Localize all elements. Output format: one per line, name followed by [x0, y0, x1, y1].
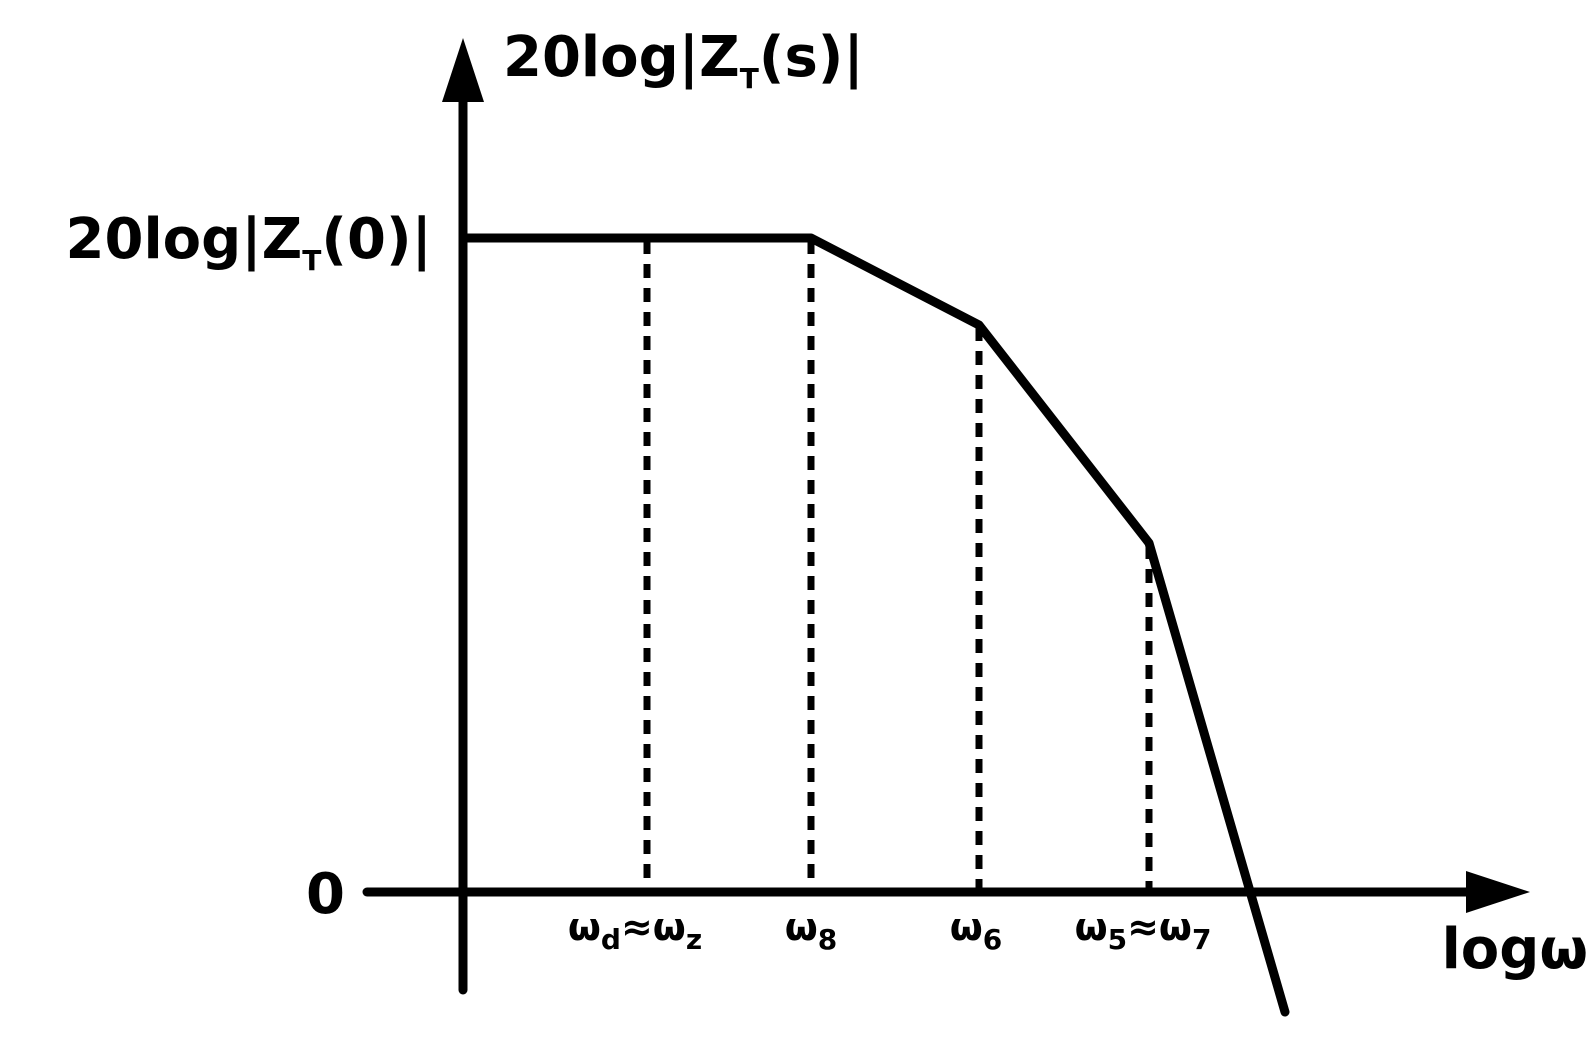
- freq-label-w5-w7: ω5≈ω7: [1075, 905, 1212, 956]
- y-axis-arrowhead: [442, 38, 484, 102]
- freq-label-wd-wz: ωd≈ωz: [568, 905, 702, 956]
- x-axis-label: logω: [1442, 917, 1588, 982]
- freq-label-w6: ω6: [950, 905, 1003, 956]
- freq-label-w8: ω8: [785, 905, 838, 956]
- dc-level-label: 20log|ZT(0)|: [66, 207, 432, 277]
- zero-label: 0: [306, 862, 345, 927]
- x-axis-arrowhead: [1466, 871, 1530, 913]
- y-axis-label: 20log|ZT(s)|: [503, 25, 864, 95]
- magnitude-curve: [462, 233, 1290, 1017]
